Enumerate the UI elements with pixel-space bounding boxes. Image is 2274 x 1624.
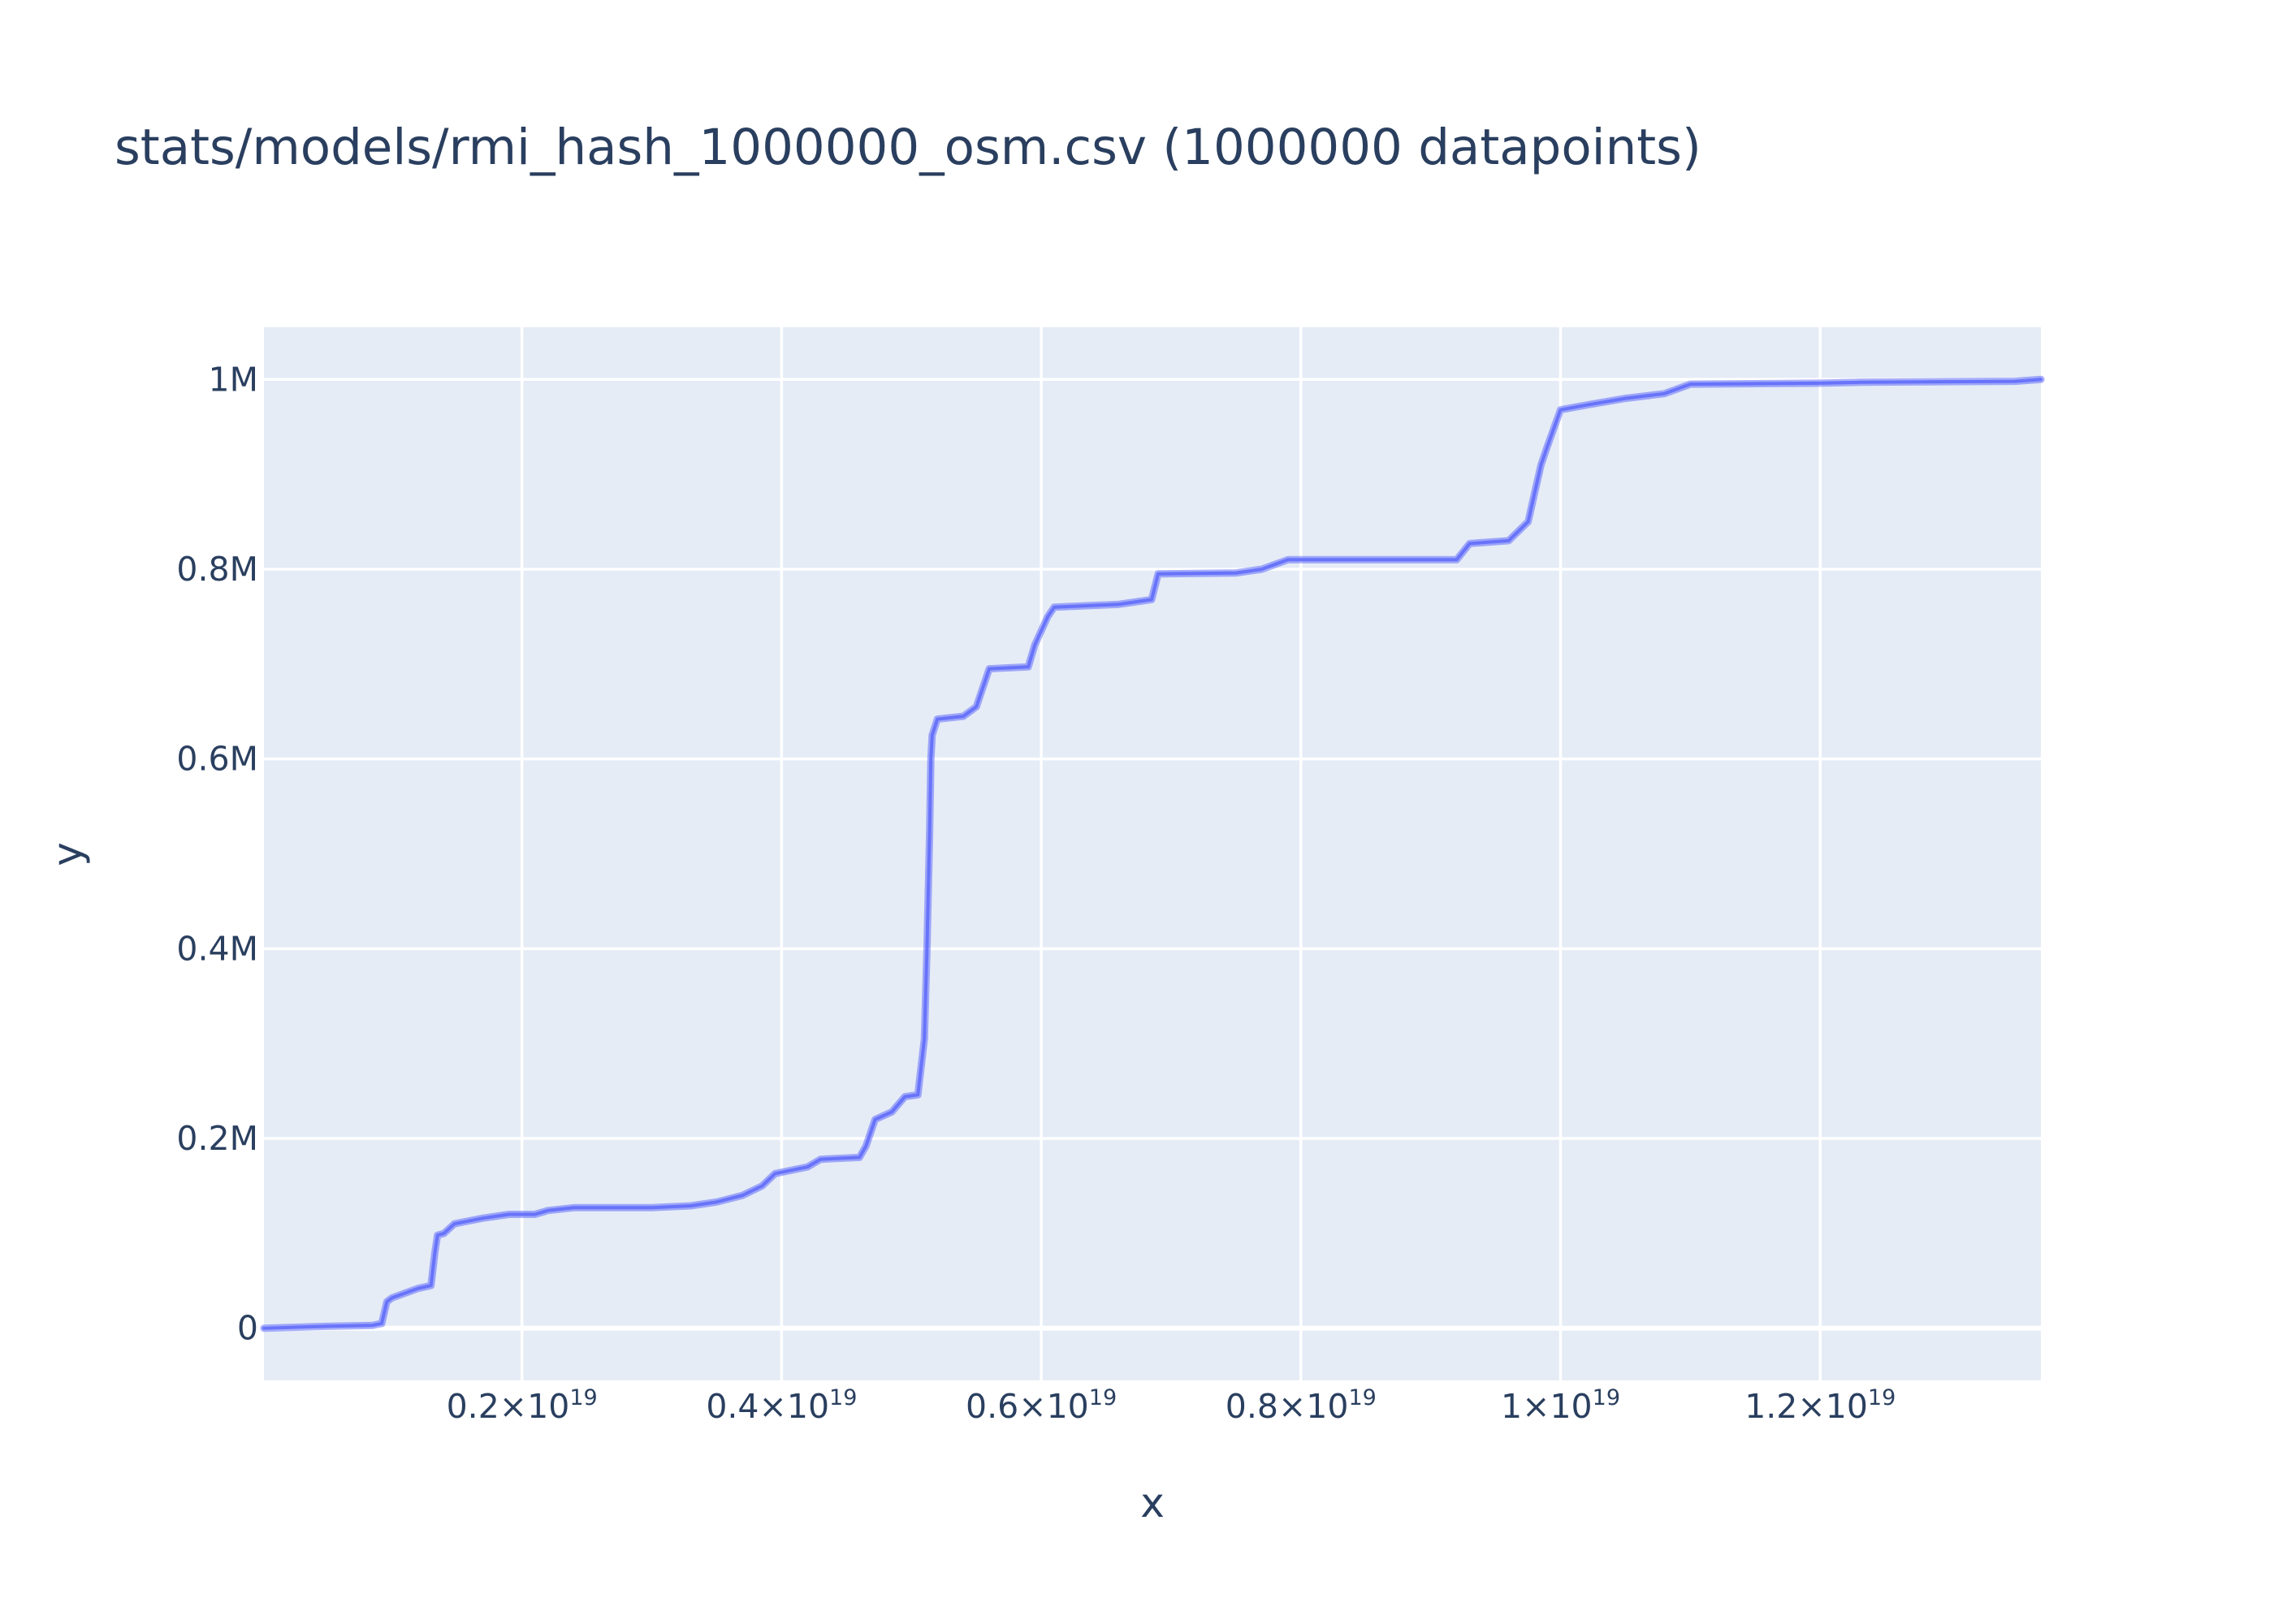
y-tick-label-1: 0.2M: [176, 1119, 258, 1158]
y-tick-label-4: 0.8M: [176, 550, 258, 589]
x-tick-label-3: 0.8×1019: [1226, 1385, 1377, 1426]
data-series: [260, 375, 2045, 1332]
x-axis-title: x: [1140, 1479, 1165, 1527]
y-axis-title: y: [44, 842, 91, 866]
chart-title: stats/models/rmi_hash_1000000_osm.csv (1…: [115, 119, 1701, 176]
plot-area: [264, 327, 2041, 1380]
x-tick-label-0: 0.2×1019: [447, 1385, 598, 1426]
y-axis-ticks: 0 0.2M 0.4M 0.6M 0.8M 1M: [176, 360, 258, 1347]
x-axis-ticks: 0.2×1019 0.4×1019 0.6×1019 0.8×1019 1×1019 1.…: [447, 1385, 1896, 1426]
x-tick-label-1: 0.4×1019: [706, 1385, 857, 1426]
grid-lines: [264, 327, 2041, 1380]
x-tick-label-5: 1.2×1019: [1744, 1385, 1896, 1426]
series-0-line: [262, 378, 2043, 1330]
y-tick-label-2: 0.4M: [176, 929, 258, 968]
y-tick-label-5: 1M: [209, 360, 258, 399]
x-tick-label-2: 0.6×1019: [966, 1385, 1117, 1426]
y-tick-label-0: 0: [237, 1309, 258, 1348]
x-tick-label-4: 1×1019: [1501, 1385, 1620, 1426]
y-tick-label-3: 0.6M: [176, 740, 258, 779]
